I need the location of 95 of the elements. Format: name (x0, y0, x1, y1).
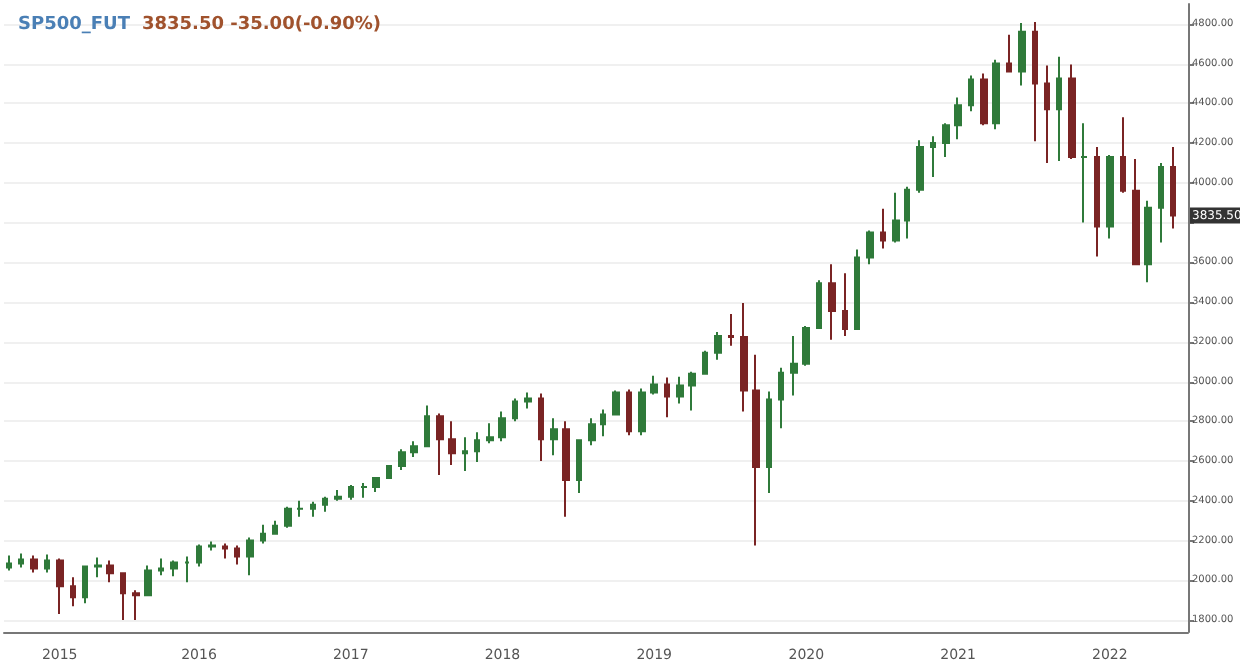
candlestick (6, 554, 12, 572)
candlestick (600, 408, 606, 438)
candlestick (778, 366, 784, 430)
candlestick (538, 392, 544, 463)
candlestick (828, 263, 836, 341)
candlestick (184, 555, 190, 584)
candlestick (512, 397, 518, 423)
candlestick (576, 438, 582, 494)
candlestick (246, 536, 254, 577)
candlestick (942, 122, 950, 159)
candlestick (854, 248, 860, 331)
candlestick (728, 313, 734, 347)
candlestick (410, 440, 418, 459)
candlestick (424, 404, 430, 449)
candlestick (334, 488, 342, 502)
candlestick (222, 542, 228, 560)
candlestick (714, 330, 722, 361)
candlestick (208, 540, 216, 552)
candlestick (638, 387, 646, 437)
candlestick (992, 58, 1000, 131)
candlestick (612, 389, 620, 417)
candlestick (980, 72, 988, 127)
candlestick (82, 564, 88, 605)
candlestick (70, 576, 76, 608)
candlestick (524, 391, 532, 410)
candlestick (398, 448, 406, 472)
candlestick (1120, 116, 1126, 194)
candlestick (30, 554, 38, 574)
candlestick (144, 564, 152, 598)
candlestick (132, 589, 140, 622)
candlestick (588, 417, 596, 447)
candlestick (1106, 154, 1114, 240)
candlestick (626, 388, 632, 437)
candlestick (360, 481, 368, 499)
candlestick (296, 499, 304, 518)
candlestick (766, 390, 772, 494)
candlestick (1056, 55, 1062, 162)
candlestick (486, 422, 494, 445)
candlestick (18, 552, 24, 569)
candlestick (676, 375, 684, 405)
candlestick (790, 334, 798, 397)
candlestick (462, 436, 468, 473)
candlestick (892, 191, 900, 244)
candlestick (120, 571, 126, 622)
candlestick (1068, 63, 1076, 161)
candlestick (562, 420, 570, 518)
candlestick (1018, 21, 1026, 87)
candlestick (56, 557, 64, 616)
candlestick (498, 410, 506, 443)
candlestick (802, 324, 810, 367)
candlestick (234, 544, 240, 566)
text: SP500_FUT (18, 15, 132, 35)
candlestick (740, 302, 748, 413)
candlestick (1144, 199, 1152, 284)
candlestick (1170, 146, 1176, 230)
candlestick (260, 523, 266, 545)
candlestick (688, 370, 696, 412)
candlestick (1132, 158, 1140, 266)
candlestick (664, 376, 670, 419)
candlestick (106, 559, 114, 584)
candlestick (930, 135, 936, 178)
candlestick (842, 272, 848, 337)
candlestick (954, 96, 962, 141)
candlestick (474, 431, 480, 464)
candlestick (158, 557, 164, 577)
candlestick (44, 553, 50, 574)
candlestick (752, 353, 760, 547)
candlestick (348, 483, 354, 501)
candlestick (94, 556, 102, 579)
candlestick (284, 505, 292, 529)
candlestick (816, 279, 822, 330)
candlestick (170, 559, 178, 578)
candlestick (904, 185, 910, 240)
candlestick (1158, 161, 1164, 244)
candlestick (1044, 64, 1050, 164)
candlestick (968, 74, 974, 113)
candlestick (372, 475, 380, 493)
candlestick (880, 207, 886, 250)
candlestick (1080, 122, 1088, 224)
candlestick (272, 519, 278, 536)
candlestick (196, 543, 202, 568)
text: 3835.50 -35.00(-0.90%) (142, 15, 382, 35)
candlestick (1094, 146, 1100, 258)
candlestick (386, 464, 392, 480)
candlestick (448, 420, 456, 467)
candlestick (322, 495, 328, 513)
candlestick (310, 500, 316, 518)
candlestick (1006, 33, 1012, 73)
candlestick (866, 229, 874, 266)
candlestick (436, 412, 444, 476)
candlestick (1032, 20, 1038, 143)
candlestick (650, 374, 658, 396)
candlestick (702, 349, 708, 375)
candlestick (916, 139, 924, 194)
candlestick (550, 417, 558, 457)
